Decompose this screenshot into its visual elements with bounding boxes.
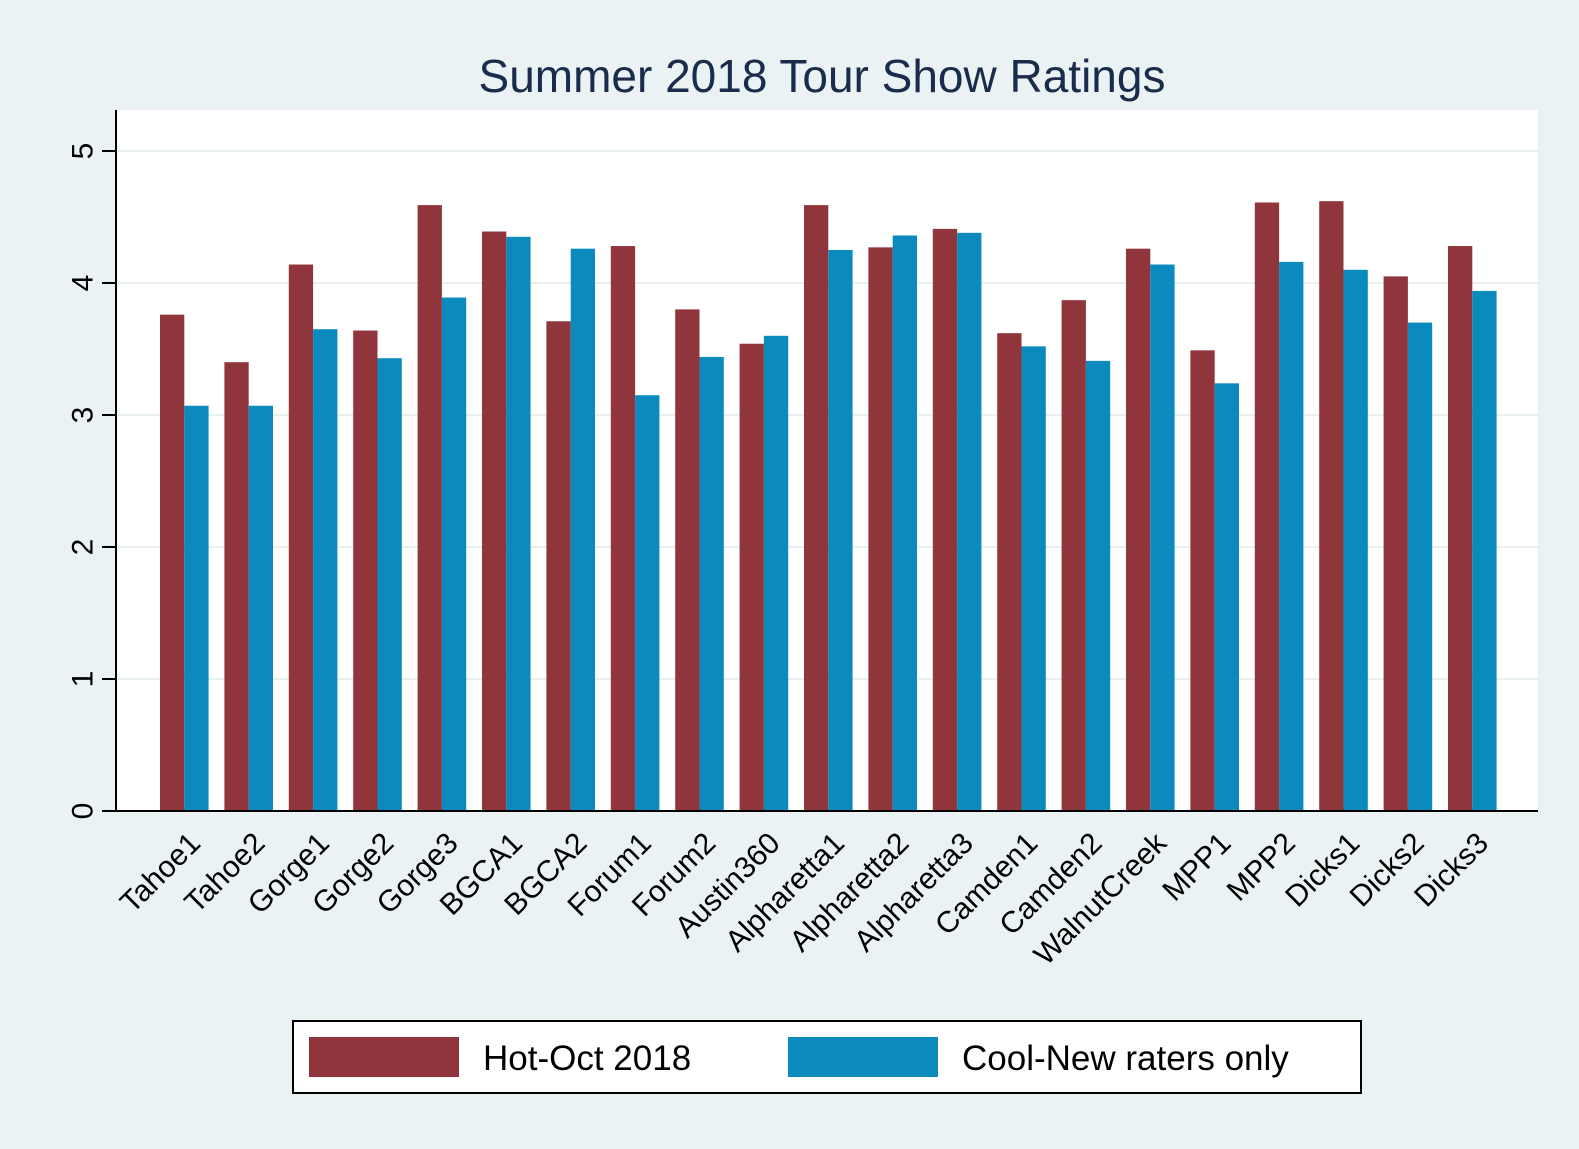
bar-hot-camden1 [997, 333, 1022, 811]
bar-cool-tahoe2 [248, 405, 273, 811]
bar-cool-gorge3 [441, 297, 467, 811]
y-tick-label: 2 [67, 539, 100, 556]
bar-hot-alpharetta3 [932, 228, 958, 811]
y-tick-label: 1 [67, 671, 100, 688]
bar-cool-bgca1 [506, 236, 531, 812]
y-tick-label: 0 [67, 803, 100, 820]
y-tick-label: 5 [67, 143, 100, 160]
bar-hot-gorge3 [417, 205, 442, 811]
bar-hot-forum1 [610, 246, 636, 812]
bar-cool-mpp1 [1214, 383, 1239, 811]
bar-hot-dicks2 [1383, 276, 1408, 811]
bar-cool-dicks1 [1343, 269, 1368, 811]
y-tick-label: 3 [67, 407, 100, 424]
bar-hot-walnutcreek [1126, 248, 1151, 811]
axes [115, 110, 1538, 812]
legend-label-cool: Cool-New raters only [962, 1039, 1289, 1078]
legend-swatch-cool [788, 1037, 938, 1077]
legend: Hot-Oct 2018 Cool-New raters only [292, 1020, 1362, 1094]
x-axis-labels: Tahoe1Tahoe2Gorge1Gorge2Gorge3BGCA1BGCA2… [114, 826, 1495, 972]
x-tick-label: Dicks3 [1408, 827, 1495, 914]
bar-cool-alpharetta1 [828, 250, 853, 811]
bar-hot-alpharetta2 [868, 247, 893, 812]
bar-cool-tahoe1 [184, 405, 209, 811]
x-tick-label: MPP1 [1156, 827, 1237, 908]
bar-cool-dicks3 [1472, 290, 1497, 811]
chart-title: Summer 2018 Tour Show Ratings [479, 50, 1166, 102]
bar-cool-camden2 [1085, 360, 1111, 811]
bar-hot-bgca1 [482, 231, 507, 811]
legend-swatch-hot [309, 1037, 459, 1077]
bar-hot-bgca2 [546, 321, 571, 811]
bar-hot-gorge2 [353, 330, 378, 811]
bar-cool-forum1 [635, 395, 660, 811]
bar-hot-mpp1 [1190, 350, 1215, 811]
bar-hot-dicks1 [1319, 201, 1344, 811]
bar-cool-camden1 [1021, 346, 1046, 811]
bar-cool-alpharetta2 [892, 235, 917, 812]
bar-cool-gorge2 [377, 358, 402, 811]
bar-hot-dicks3 [1448, 246, 1473, 812]
bar-cool-gorge1 [313, 329, 338, 811]
bar-hot-tahoe2 [224, 362, 249, 811]
bar-hot-camden2 [1061, 300, 1086, 811]
bar-hot-gorge1 [288, 264, 314, 811]
bars [160, 201, 1497, 812]
legend-label-hot: Hot-Oct 2018 [483, 1039, 691, 1078]
bar-cool-mpp2 [1279, 261, 1304, 811]
y-tick-label: 4 [67, 275, 100, 292]
bar-cool-dicks2 [1407, 322, 1433, 811]
bar-hot-tahoe1 [160, 314, 185, 811]
bar-cool-alpharetta3 [957, 232, 982, 812]
bar-hot-austin360 [739, 343, 764, 811]
bar-hot-alpharetta1 [804, 205, 829, 811]
bar-cool-walnutcreek [1150, 264, 1175, 811]
bar-hot-mpp2 [1254, 202, 1280, 812]
bar-hot-forum2 [675, 309, 700, 811]
bar-cool-bgca2 [570, 248, 595, 811]
y-axis-ticks: 0 1 2 3 4 5 [67, 143, 116, 820]
bar-cool-forum2 [699, 356, 724, 811]
bar-cool-austin360 [763, 335, 789, 811]
